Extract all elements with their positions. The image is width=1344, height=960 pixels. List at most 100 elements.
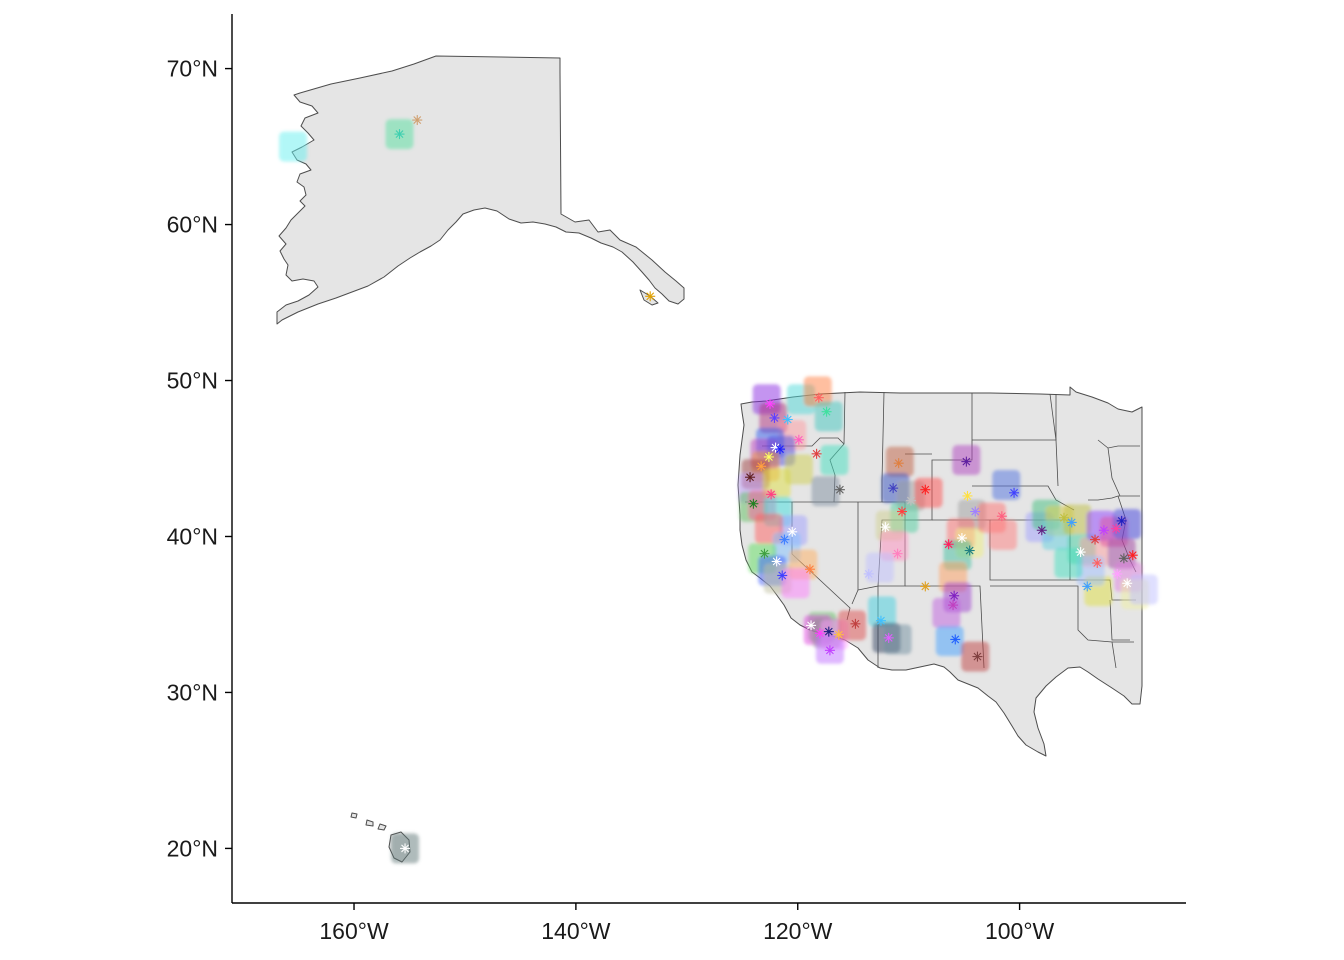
data-tile	[1129, 574, 1158, 605]
x-axis: 160°W 140°W 120°W 100°W	[232, 902, 1186, 944]
data-point-star	[748, 498, 759, 509]
x-tick-label: 120°W	[763, 918, 833, 944]
data-point-star	[920, 484, 931, 495]
x-tick-label: 100°W	[985, 918, 1055, 944]
data-point-star	[1090, 534, 1101, 545]
data-point-star	[1122, 578, 1133, 589]
data-point-star	[777, 570, 788, 581]
data-point-star	[400, 843, 411, 854]
land-layer	[276, 55, 1143, 863]
y-tick-label: 20°N	[167, 835, 218, 861]
alaska-landmass	[276, 55, 685, 325]
data-point-star	[811, 448, 822, 459]
data-point-star	[394, 129, 405, 140]
data-point-star	[875, 615, 886, 626]
data-point-star	[823, 626, 834, 637]
data-point-star	[765, 398, 776, 409]
data-point-star	[766, 489, 777, 500]
data-tile	[803, 376, 832, 407]
y-tick-label: 40°N	[167, 523, 218, 549]
data-tile	[883, 624, 912, 655]
data-point-star	[745, 472, 756, 483]
data-point-star	[1092, 557, 1103, 568]
data-point-star	[893, 458, 904, 469]
data-point-star	[821, 406, 832, 417]
data-point-star	[1036, 525, 1047, 536]
data-point-star	[1127, 550, 1138, 561]
data-tile	[784, 454, 813, 485]
data-tile	[838, 610, 867, 641]
data-tile	[935, 625, 964, 656]
y-tick-label: 50°N	[167, 368, 218, 394]
data-tile	[1042, 519, 1071, 550]
data-point-star	[806, 620, 817, 631]
data-tile	[781, 568, 810, 599]
data-point-star	[770, 442, 781, 453]
data-point-star	[883, 632, 894, 643]
data-point-star	[970, 506, 981, 517]
data-point-star	[1058, 512, 1069, 523]
data-point-star	[905, 495, 916, 506]
data-point-star	[948, 600, 959, 611]
data-point-star	[771, 556, 782, 567]
data-point-star	[645, 291, 656, 302]
data-stars	[394, 115, 1138, 854]
data-point-star	[763, 451, 774, 462]
data-point-star	[956, 533, 967, 544]
data-point-star	[833, 629, 844, 640]
data-point-star	[962, 490, 973, 501]
data-point-star	[888, 483, 899, 494]
data-point-star	[824, 645, 835, 656]
data-point-star	[756, 461, 767, 472]
data-point-star	[996, 511, 1007, 522]
data-point-star	[834, 484, 845, 495]
data-point-star	[1112, 568, 1123, 579]
data-point-star	[814, 628, 825, 639]
data-point-star	[1116, 515, 1127, 526]
data-point-star	[943, 539, 954, 550]
data-point-star	[850, 618, 861, 629]
hawaii-oahu	[365, 819, 374, 827]
data-point-star	[774, 444, 785, 455]
data-point-star	[1082, 581, 1093, 592]
data-point-star	[1111, 523, 1122, 534]
data-point-star	[863, 568, 874, 579]
x-tick-label: 160°W	[319, 918, 389, 944]
data-point-star	[972, 651, 983, 662]
data-point-star	[1066, 517, 1077, 528]
data-point-star	[813, 392, 824, 403]
data-tiles	[279, 119, 1158, 864]
data-point-star	[793, 434, 804, 445]
data-tile	[1107, 538, 1136, 569]
data-point-star	[920, 581, 931, 592]
data-tile	[820, 445, 849, 476]
y-tick-label: 60°N	[167, 212, 218, 238]
data-tile	[814, 401, 843, 432]
data-point-star	[759, 548, 770, 559]
data-point-star	[1009, 487, 1020, 498]
data-tile	[868, 596, 897, 627]
hawaii-maui	[377, 823, 387, 831]
data-tile	[1113, 509, 1142, 540]
data-point-star	[769, 412, 780, 423]
data-point-star	[1098, 525, 1109, 536]
data-tile	[988, 519, 1017, 550]
x-tick-label: 140°W	[541, 918, 611, 944]
data-point-star	[950, 634, 961, 645]
data-point-star	[412, 115, 423, 126]
data-tile	[1054, 547, 1083, 578]
data-point-star	[892, 548, 903, 559]
y-axis: 20°N 30°N 40°N 50°N 60°N 70°N	[167, 14, 233, 903]
data-tile	[279, 131, 308, 162]
data-point-star	[1075, 547, 1086, 558]
data-point-star	[779, 534, 790, 545]
y-tick-label: 70°N	[167, 56, 218, 82]
data-point-star	[880, 522, 891, 533]
data-point-star	[787, 526, 798, 537]
data-point-star	[964, 545, 975, 556]
hawaii-kauai	[350, 812, 358, 819]
data-tile	[811, 476, 840, 507]
data-tile	[865, 552, 894, 583]
data-point-star	[897, 506, 908, 517]
